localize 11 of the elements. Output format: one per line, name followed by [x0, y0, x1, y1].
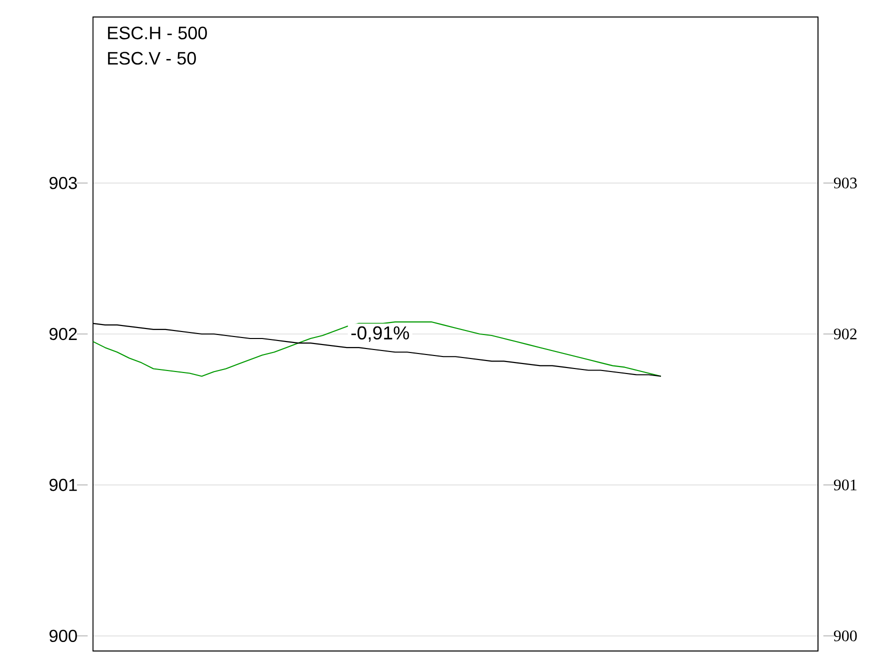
y2-tick-label: 903: [834, 178, 857, 188]
y2-tick-label: 902: [834, 328, 857, 340]
annotation: ESC.V - 50: [108, 52, 196, 65]
y-tick-label: 902: [50, 328, 77, 340]
y-tick-label: 901: [50, 478, 77, 492]
y2-tick-label: 900: [834, 630, 857, 642]
annotation: -0,91%: [351, 326, 410, 342]
annotation: ESC.H - 500: [108, 26, 207, 40]
y2-tick-label: 901: [834, 480, 856, 490]
y-tick-label: 900: [50, 630, 77, 642]
y-tick-label: 903: [50, 176, 77, 190]
